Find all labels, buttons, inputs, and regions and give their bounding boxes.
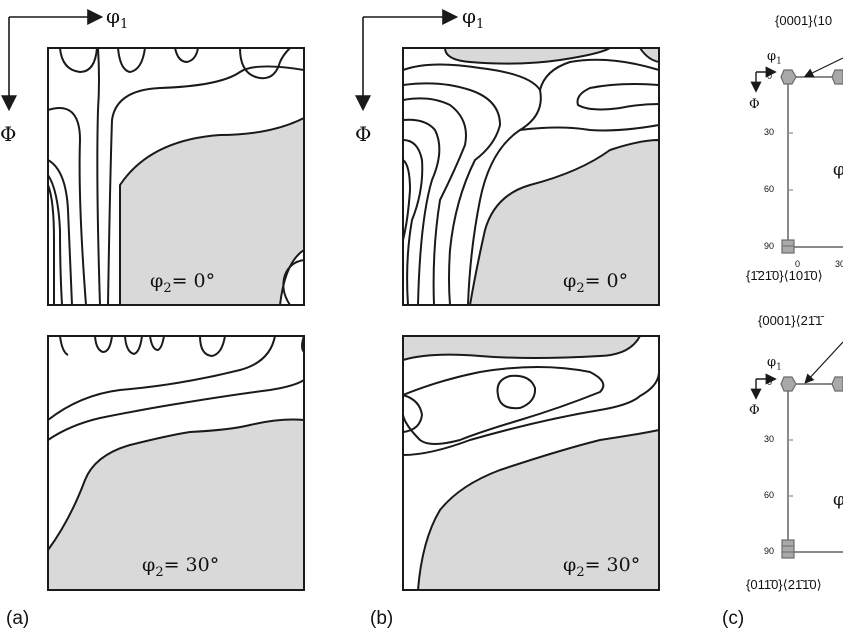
c-top-phi1: φ1 [767,49,782,67]
c-bottom-tick-30: 30 [764,434,775,444]
shaded-region [402,335,642,362]
c-bottom-Phi: Φ [749,403,760,418]
phi2-label-a-top: φ2= 0° [150,270,216,296]
phi1-axis-label-b: φ1 [462,4,485,32]
shaded-region [468,138,660,306]
panel-label-a: (a) [6,608,30,629]
c-bottom-bottom-annotation: {011̄0}⟨21̄1̄0⟩ [746,577,822,592]
shaded-region [416,428,660,591]
c-bottom-phi2: φ [833,490,843,510]
contour-lines [402,366,661,456]
tick-marks [788,132,793,191]
c-top-tick-30: 30 [764,127,775,137]
ideal-orientation-map-top [750,57,843,254]
contour-lines [47,335,305,441]
ideal-orientation-map-bottom [750,341,843,559]
c-bottom-tick-0: 0 [767,377,773,387]
c-top-xtick-30: 30 [835,259,843,269]
c-bottom-phi1: φ1 [767,355,782,373]
phi2-label-a-bottom: φ2= 30° [142,554,220,580]
c-bottom-tick-60: 60 [764,490,775,500]
c-top-tick-60: 60 [764,184,775,194]
c-top-tick-0: 0 [767,71,773,81]
c-top-phi2: φ [833,160,843,180]
odf-section-b-top [402,47,660,306]
c-top-annotation: {0001}⟨10 [775,13,833,28]
phi2-label-b-bottom: φ2= 30° [563,554,641,580]
contour-lines [47,47,305,306]
c-top-bottom-annotation: {1̄21̄0}⟨101̄0⟩ [746,268,823,283]
panel-label-c: (c) [722,608,745,629]
odf-section-a-bottom [47,335,305,591]
shaded-region [443,47,614,65]
c-bottom-tick-90: 90 [764,546,775,556]
c-top-Phi: Φ [749,97,760,112]
Phi-axis-label-a: Φ [0,122,17,146]
contour-lines [402,58,660,306]
Phi-axis-label-b: Φ [355,122,372,146]
odf-section-a-top [47,47,305,306]
phi2-label-b-top: φ2= 0° [563,270,629,296]
c-top-tick-90: 90 [764,241,775,251]
panel-label-b: (b) [370,608,394,629]
hexagon-marker [780,69,797,85]
axis-arrows-a [1,9,104,112]
c-bottom-annotation: {0001}⟨21̄1̄ [758,313,823,328]
shaded-region [47,418,305,591]
c-top-xtick-0: 0 [795,259,801,269]
hexagon-marker [780,376,797,392]
hexagon-marker [831,376,843,392]
tick-marks [788,439,793,497]
odf-section-b-bottom [402,335,661,591]
phi1-axis-label-a: φ1 [106,4,129,32]
square-marker [781,539,795,559]
axis-arrows-b [355,9,459,112]
hexagon-marker [831,69,843,85]
